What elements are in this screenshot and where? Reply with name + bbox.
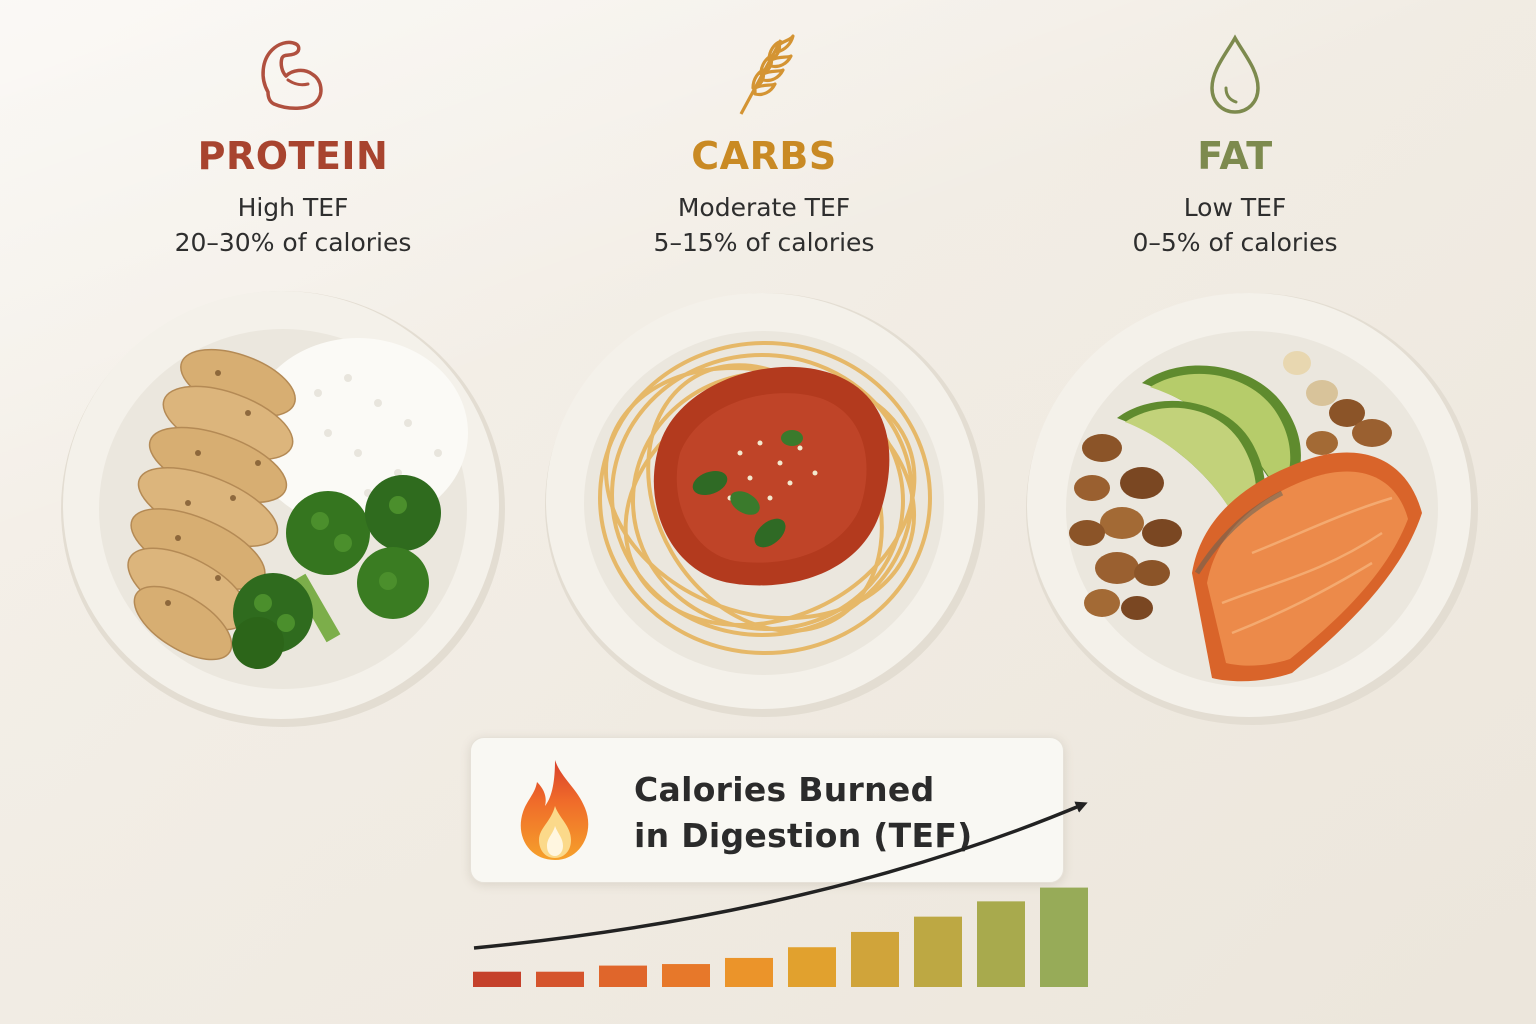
protein-plate-image (58, 283, 508, 737)
carbs-tef-range: 5–15% of calories (653, 228, 875, 257)
fat-plate-image (1022, 283, 1482, 737)
flame-icon (509, 756, 601, 870)
tef-rising-chart (460, 780, 1151, 994)
fat-title: FAT (1197, 134, 1273, 178)
tef-chart-svg (473, 801, 1151, 987)
trend-arrow (473, 801, 1088, 950)
flexed-arm-icon (248, 30, 338, 124)
chart-bar (599, 965, 647, 987)
chart-bar (788, 947, 836, 987)
chart-bar (725, 957, 773, 987)
chart-bar (1040, 887, 1088, 987)
protein-tef-range: 20–30% of calories (174, 228, 412, 257)
chart-bar (977, 901, 1025, 987)
tef-legend-card: Calories Burned in Digestion (TEF) (470, 737, 1064, 883)
chart-bar (914, 916, 962, 987)
oil-drop-icon (1190, 30, 1280, 124)
fat-tef-range: 0–5% of calories (1132, 228, 1338, 257)
tef-title-line2: in Digestion (TEF) (634, 816, 973, 855)
carbs-title: CARBS (691, 134, 837, 178)
wheat-icon (719, 30, 809, 124)
chart-bar (536, 971, 584, 987)
carbs-plate-image (540, 283, 990, 727)
chart-bar (473, 971, 521, 987)
fat-tef-level: Low TEF (1183, 193, 1287, 222)
protein-title: PROTEIN (197, 134, 389, 178)
carbs-tef-level: Moderate TEF (677, 193, 851, 222)
chart-bar (662, 964, 710, 987)
tef-title-line1: Calories Burned (634, 770, 935, 809)
chart-bar (851, 931, 899, 987)
protein-tef-level: High TEF (237, 193, 349, 222)
